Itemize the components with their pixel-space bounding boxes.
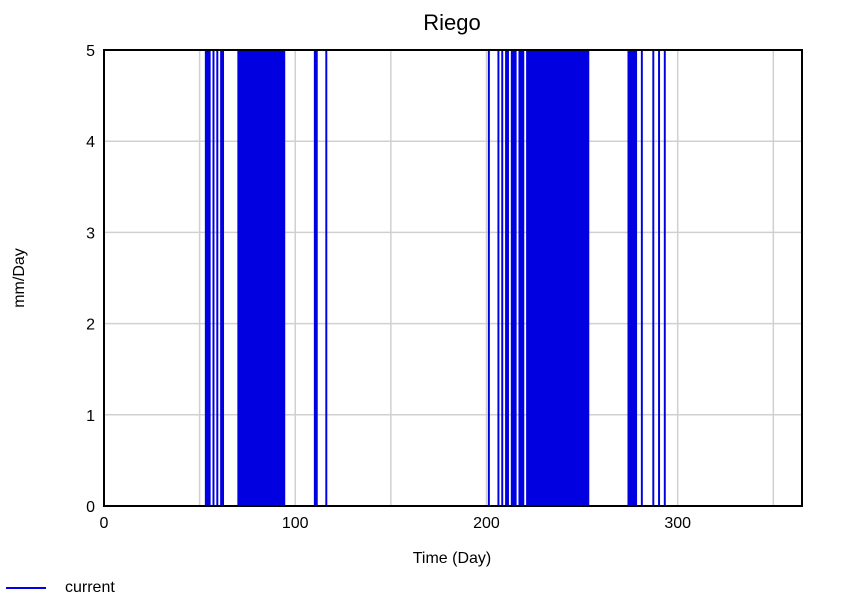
x-tick-label-3: 300 [664,515,691,532]
x-tick-labels: 0 100 200 300 [100,515,692,532]
legend-label-current: current [65,579,115,596]
x-tick-label-2: 200 [473,515,500,532]
y-tick-label-0: 0 [86,499,95,516]
y-tick-labels: 0 1 2 3 4 5 [86,43,95,516]
y-axis-label: mm/Day [11,248,28,308]
y-tick-label-4: 4 [86,134,95,151]
y-tick-label-2: 2 [86,317,95,334]
x-axis-label: Time (Day) [413,550,492,567]
x-tick-label-0: 0 [100,515,109,532]
series-line-current [104,49,802,507]
y-tick-label-5: 5 [86,43,95,60]
plot-frame [103,49,803,507]
series-group [104,49,802,507]
legend: current [6,577,115,599]
y-tick-label-3: 3 [86,225,95,242]
legend-swatch-current [6,587,46,589]
chart-title: Riego [423,10,480,35]
x-tick-label-1: 100 [282,515,309,532]
y-tick-label-1: 1 [86,408,95,425]
